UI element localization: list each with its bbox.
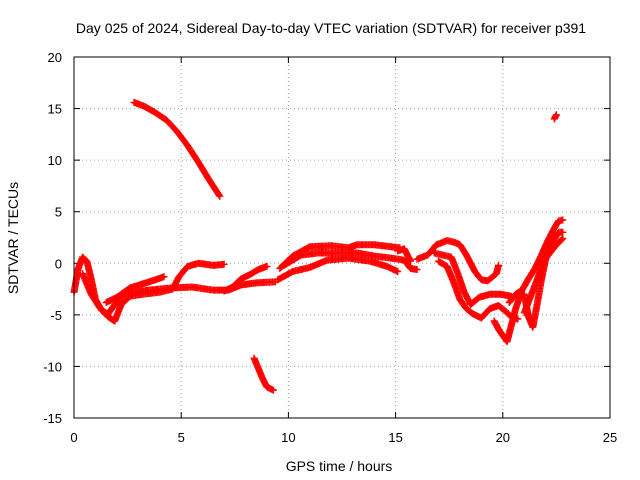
y-tick-labels: -15 -10 -5 0 5 10 15 20 [43, 50, 62, 426]
x-tick-label: 20 [496, 430, 510, 445]
series-arc-8 [276, 241, 404, 272]
series-arc-5 [79, 259, 228, 325]
y-tick-label: 10 [48, 153, 62, 168]
data-point [220, 260, 228, 268]
data-point [559, 235, 567, 242]
series-arc-17 [520, 235, 567, 317]
data-point [215, 191, 223, 199]
plot-frame [73, 56, 611, 419]
series-arc-3 [550, 111, 560, 123]
series-arc-6 [102, 273, 168, 306]
data-point [407, 257, 415, 265]
series-arc-15 [490, 228, 567, 346]
data-point [495, 261, 502, 269]
data-point [160, 273, 168, 281]
x-tick-label: 15 [388, 430, 402, 445]
x-tick-label: 25 [603, 430, 617, 445]
x-axis-label: GPS time / hours [286, 458, 393, 474]
y-tick-label: -5 [50, 308, 62, 323]
series-arc-16 [505, 216, 567, 306]
x-tick-label: 10 [281, 430, 295, 445]
data-point [394, 268, 402, 275]
x-tick-label: 5 [178, 430, 185, 445]
x-tick-labels: 0 5 10 15 20 25 [70, 430, 617, 445]
series-arc-14 [435, 257, 522, 323]
data-point [216, 192, 224, 200]
y-tick-label: 15 [48, 102, 62, 117]
data-point [263, 262, 271, 270]
y-tick-label: 20 [48, 50, 62, 65]
grid-lines [73, 56, 611, 419]
y-axis-label: SDTVAR / TECUs [5, 182, 21, 294]
series-arc-13 [430, 249, 515, 308]
series-arc-12 [413, 237, 502, 285]
data-points [70, 98, 567, 394]
data-point [559, 216, 567, 224]
y-tick-label: -10 [43, 359, 62, 374]
series-arc-1 [130, 98, 224, 200]
data-point [552, 111, 560, 119]
data-point [558, 236, 566, 244]
y-tick-label: 5 [55, 205, 62, 220]
data-point [413, 266, 421, 273]
y-tick-label: -15 [43, 411, 62, 426]
series-arc-11 [394, 245, 415, 265]
data-point [559, 228, 567, 236]
data-point [269, 386, 277, 394]
chart-title: Day 025 of 2024, Sidereal Day-to-day VTE… [76, 20, 586, 36]
y-tick-label: 0 [55, 256, 62, 271]
series-arc-10 [280, 249, 421, 273]
x-tick-label: 0 [70, 430, 77, 445]
series-arc-2 [250, 354, 277, 394]
series-arc-7 [220, 262, 271, 295]
